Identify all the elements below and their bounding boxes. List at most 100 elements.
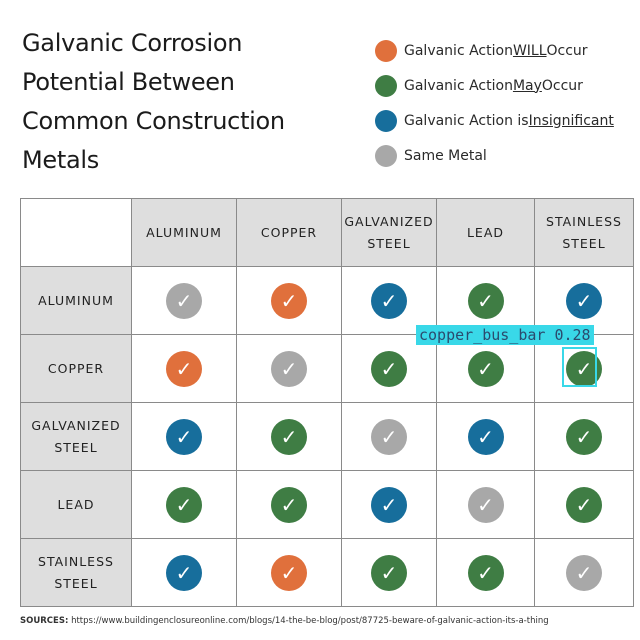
table-cell: ✓	[131, 538, 237, 607]
legend-item-insignificant: Galvanic Action is Insignificant	[375, 103, 635, 138]
column-header: ALUMINUM	[131, 198, 237, 267]
legend-keyword: May	[512, 77, 542, 94]
green-check-icon: ✓	[371, 554, 407, 591]
legend-prefix: Same Metal	[404, 147, 487, 164]
table-corner	[20, 198, 132, 267]
legend-prefix: Galvanic Action	[404, 77, 513, 94]
green-check-icon: ✓	[566, 418, 602, 455]
table-cell: ✓	[341, 470, 437, 539]
orange-check-icon: ✓	[271, 554, 307, 591]
table-cell: ✓	[236, 266, 342, 335]
table-cell: ✓	[236, 402, 342, 471]
row-header: COPPER	[20, 334, 132, 403]
table-cell: ✓	[534, 402, 634, 471]
column-header-line: STEEL	[367, 235, 411, 251]
table-row: LEAD ✓ ✓ ✓ ✓ ✓	[20, 470, 634, 539]
detection-label: copper_bus_bar 0.28	[416, 325, 594, 345]
title-line: Galvanic Corrosion	[22, 29, 243, 57]
legend-prefix: Galvanic Action	[404, 42, 513, 59]
blue-check-icon: ✓	[566, 282, 602, 319]
sources-url: https://www.buildingenclosureonline.com/…	[71, 616, 549, 626]
green-check-icon: ✓	[166, 486, 202, 523]
blue-check-icon: ✓	[166, 554, 202, 591]
table-cell: ✓	[131, 402, 237, 471]
gray-check-icon	[375, 144, 397, 167]
table-cell: ✓	[236, 538, 342, 607]
legend-suffix: Occur	[541, 77, 583, 94]
sources-footer: SOURCES: https://www.buildingenclosureon…	[20, 616, 549, 626]
table-cell: ✓	[341, 538, 437, 607]
column-header: LEAD	[436, 198, 535, 267]
green-check-icon: ✓	[271, 418, 307, 455]
row-header-line: STEEL	[54, 575, 98, 591]
table-cell: ✓	[131, 266, 237, 335]
table-header-row: ALUMINUM COPPER GALVANIZED STEEL LEAD STAINLE…	[20, 198, 634, 267]
table-cell: ✓	[436, 470, 535, 539]
title-line: Common Construction	[22, 107, 285, 135]
table-cell: ✓	[236, 470, 342, 539]
green-check-icon	[375, 74, 397, 97]
row-header-line: ALUMINUM	[38, 292, 114, 308]
legend-item-will: Galvanic Action WILL Occur	[375, 33, 635, 68]
table-cell: ✓	[236, 334, 342, 403]
blue-check-icon: ✓	[166, 418, 202, 455]
row-header: GALVANIZED STEEL	[20, 402, 132, 471]
table-cell: ✓	[534, 266, 634, 335]
column-header-line: STAINLESS	[546, 213, 622, 229]
detection-box	[562, 347, 597, 387]
column-header-line: COPPER	[260, 224, 318, 240]
blue-check-icon: ✓	[371, 486, 407, 523]
title-line: Metals	[22, 146, 99, 174]
table-cell: ✓	[436, 266, 535, 335]
title-line: Potential Between	[22, 68, 235, 96]
column-header-line: STEEL	[562, 235, 606, 251]
green-check-icon: ✓	[566, 486, 602, 523]
gray-check-icon: ✓	[566, 554, 602, 591]
sources-label: SOURCES:	[20, 616, 69, 626]
table-row: ALUMINUM ✓ ✓ ✓ ✓ ✓	[20, 266, 634, 335]
table-cell: ✓	[436, 538, 535, 607]
row-header-line: GALVANIZED	[31, 417, 121, 433]
legend-item-same: Same Metal	[375, 138, 635, 173]
column-header-line: GALVANIZED	[344, 213, 434, 229]
table-cell: ✓	[341, 402, 437, 471]
legend-keyword: Insignificant	[528, 112, 614, 129]
legend: Galvanic Action WILL Occur Galvanic Acti…	[375, 33, 635, 173]
table-cell: ✓	[436, 334, 535, 403]
orange-check-icon: ✓	[166, 350, 202, 387]
column-header: STAINLESS STEEL	[534, 198, 634, 267]
table-cell: ✓	[341, 334, 437, 403]
table-cell: ✓	[131, 334, 237, 403]
gray-check-icon: ✓	[467, 486, 504, 523]
row-header: STAINLESS STEEL	[20, 538, 132, 607]
green-check-icon: ✓	[566, 350, 602, 387]
green-check-icon: ✓	[467, 350, 504, 387]
row-header-line: LEAD	[57, 496, 95, 512]
row-header-line: COPPER	[47, 360, 105, 376]
row-header-line: STEEL	[54, 439, 98, 455]
legend-suffix: Occur	[546, 42, 588, 59]
column-header-line: ALUMINUM	[146, 224, 222, 240]
table-row: STAINLESS STEEL ✓ ✓ ✓ ✓ ✓	[20, 538, 634, 607]
column-header-line: LEAD	[466, 224, 505, 240]
table-row: GALVANIZED STEEL ✓ ✓ ✓ ✓ ✓	[20, 402, 634, 471]
gray-check-icon: ✓	[371, 418, 407, 455]
blue-check-icon: ✓	[371, 282, 407, 319]
green-check-icon: ✓	[467, 554, 504, 591]
column-header: COPPER	[236, 198, 342, 267]
column-header: GALVANIZED STEEL	[341, 198, 437, 267]
legend-item-may: Galvanic Action May Occur	[375, 68, 635, 103]
row-header: ALUMINUM	[20, 266, 132, 335]
blue-check-icon	[375, 109, 397, 132]
row-header: LEAD	[20, 470, 132, 539]
page-title: Galvanic Corrosion Potential Between Com…	[22, 24, 322, 180]
table-cell: ✓	[131, 470, 237, 539]
table-row: COPPER ✓ ✓ ✓ ✓ ✓	[20, 334, 634, 403]
table-cell: ✓	[534, 334, 634, 403]
orange-check-icon	[375, 39, 397, 62]
row-header-line: STAINLESS	[38, 553, 114, 569]
green-check-icon: ✓	[467, 282, 504, 319]
legend-prefix: Galvanic Action is	[404, 112, 529, 129]
green-check-icon: ✓	[271, 486, 307, 523]
blue-check-icon: ✓	[467, 418, 504, 455]
